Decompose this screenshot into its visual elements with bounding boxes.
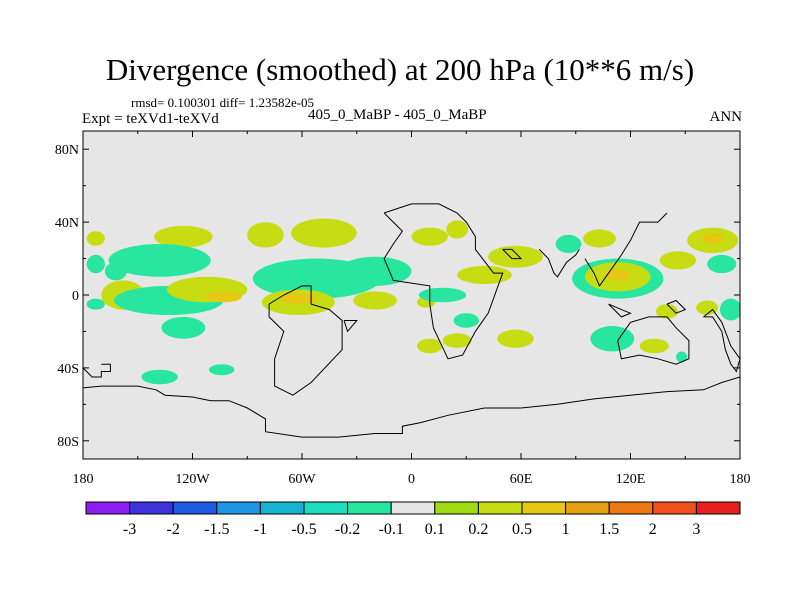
contour-region xyxy=(108,243,211,277)
colorbar-swatch xyxy=(608,501,654,515)
colorbar-swatch xyxy=(85,501,131,515)
colorbar-swatch xyxy=(303,501,349,515)
x-tick-label: 120E xyxy=(616,472,646,487)
coastline xyxy=(703,308,740,373)
colorbar-label: -2 xyxy=(167,521,180,538)
coastline-layer xyxy=(83,203,740,438)
contour-region xyxy=(247,222,284,248)
colorbar-swatch xyxy=(695,501,741,515)
contour-region xyxy=(659,251,697,270)
contour-region xyxy=(154,225,213,248)
colorbar-swatch xyxy=(521,501,567,515)
colorbar-swatch xyxy=(216,501,261,515)
season-label: ANN xyxy=(709,109,743,125)
colorbar-label: 1 xyxy=(562,521,570,538)
coastline xyxy=(343,320,358,333)
colorbar-label: 0.5 xyxy=(512,521,532,538)
colorbar-swatch xyxy=(390,501,436,515)
colorbar-label: -1 xyxy=(254,521,267,538)
contour-region xyxy=(446,220,469,239)
coastline xyxy=(617,316,690,365)
chart-title: Divergence (smoothed) at 200 hPa (10**6 … xyxy=(105,52,695,87)
x-tick-label: 120W xyxy=(175,472,210,487)
colorbar-swatch xyxy=(477,501,523,515)
y-tick-label: 80N xyxy=(55,143,79,158)
colorbar-label: -1.5 xyxy=(204,521,229,538)
contour-region xyxy=(338,256,412,286)
contour-region xyxy=(161,316,206,339)
colorbar: -3 -2 -1.5 -1 -0.5 -0.2 -0.1 0.1 0.2 0.5 1 1.5 2 3 xyxy=(85,501,741,538)
contour-region xyxy=(442,333,472,348)
contour-region xyxy=(719,298,740,321)
coastline xyxy=(83,376,740,438)
coastline xyxy=(502,248,523,260)
colorbar-label: 0.1 xyxy=(425,521,445,538)
contour-region xyxy=(86,254,105,274)
contour-region xyxy=(86,231,105,246)
colorbar-swatch xyxy=(347,501,392,515)
contour-region xyxy=(280,293,317,305)
contour-region xyxy=(457,265,512,285)
contour-region xyxy=(488,245,543,268)
colorbar-label: 3 xyxy=(692,521,700,538)
colorbar-swatch xyxy=(434,501,479,515)
colorbar-swatch xyxy=(565,501,610,515)
colorbar-swatch xyxy=(129,501,174,515)
contour-region xyxy=(418,287,467,303)
y-tick-label: 40S xyxy=(57,362,79,377)
contour-region xyxy=(86,298,105,310)
contour-region xyxy=(453,313,480,328)
contour-region xyxy=(696,300,719,316)
y-tick-label: 0 xyxy=(72,289,79,304)
coastline xyxy=(383,203,504,360)
y-tick-label: 40N xyxy=(55,216,79,231)
colorbar-swatch xyxy=(259,501,305,515)
colorbar-swatch xyxy=(172,501,218,515)
contour-region xyxy=(291,218,357,248)
colorbar-label: -0.1 xyxy=(379,521,404,538)
coastline xyxy=(83,363,111,378)
contour-region xyxy=(676,351,688,363)
stats-label: rmsd= 0.100301 diff= 1.23582e-05 xyxy=(131,95,315,110)
contour-region xyxy=(604,269,631,281)
contour-region xyxy=(555,234,582,254)
coastline xyxy=(268,285,343,396)
x-tick-label: 0 xyxy=(408,472,415,487)
x-tick-label: 180 xyxy=(730,472,751,487)
x-tick-label: 60W xyxy=(288,472,316,487)
contour-region xyxy=(497,329,534,348)
y-tick-label: 80S xyxy=(57,435,79,450)
contour-region xyxy=(141,369,178,385)
contour-region xyxy=(205,291,242,303)
contour-region xyxy=(583,229,616,248)
colorbar-label: 0.2 xyxy=(468,521,488,538)
contour-region xyxy=(590,325,635,352)
coastline xyxy=(538,249,580,278)
contour-region xyxy=(411,227,448,246)
contour-region xyxy=(656,304,678,319)
contour-region xyxy=(707,254,737,274)
coastline xyxy=(666,299,687,314)
axis-ticks: 180 120W 60W 0 60E 120E 180 80N 40N 0 40S 80S xyxy=(55,131,751,487)
cases-label: 405_0_MaBP - 405_0_MaBP xyxy=(308,107,487,123)
experiment-label: Expt = teXVd1-teXVd xyxy=(82,111,219,127)
colorbar-label: -0.2 xyxy=(335,521,360,538)
contour-region xyxy=(353,291,397,310)
contour-region xyxy=(416,338,443,354)
contour-region xyxy=(208,364,235,376)
x-tick-label: 180 xyxy=(73,472,94,487)
colorbar-label: 1.5 xyxy=(599,521,619,538)
colorbar-label: -3 xyxy=(123,521,136,538)
colorbar-label: -0.5 xyxy=(291,521,316,538)
colorbar-swatch xyxy=(652,501,697,515)
coastline xyxy=(608,303,632,318)
x-tick-label: 60E xyxy=(510,472,533,487)
contour-region xyxy=(701,233,724,244)
coastline xyxy=(584,212,668,287)
contour-region xyxy=(639,338,669,354)
contour-fill-layer xyxy=(86,218,740,385)
colorbar-label: 2 xyxy=(649,521,657,538)
